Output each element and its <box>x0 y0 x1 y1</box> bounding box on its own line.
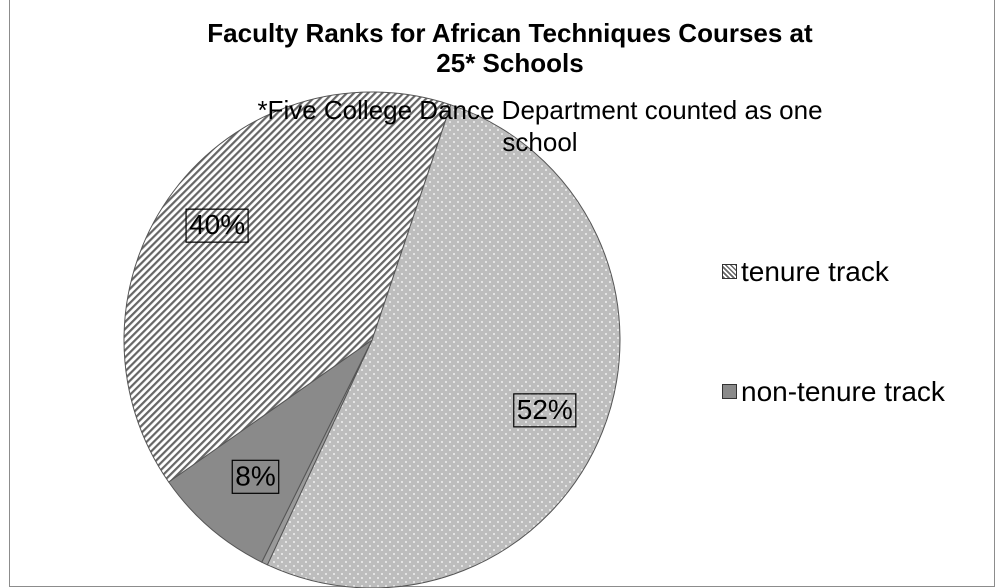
pie-slice-3 <box>167 339 373 563</box>
chart-title: Faculty Ranks for African Techniques Cou… <box>40 18 980 78</box>
legend-swatch-non-tenure-track <box>722 384 737 400</box>
data-label-box-4 <box>185 208 249 243</box>
data-label-box-3 <box>231 459 280 494</box>
legend-label-non-tenure-track: non-tenure track <box>741 376 945 407</box>
legend-item-tenure-track: tenure track <box>722 256 889 288</box>
chart-subtitle-line-1: *Five College Dance Department counted a… <box>257 95 823 125</box>
data-label-box-1 <box>513 393 577 428</box>
pie-slice-4 <box>123 91 452 483</box>
data-label-1: 52% <box>517 394 573 425</box>
chart-frame <box>9 0 995 587</box>
legend-item-non-tenure-track: non-tenure track <box>722 376 945 408</box>
chart-title-line-2: 25* Schools <box>436 48 584 78</box>
legend-swatch-tenure-track <box>722 264 737 280</box>
chart-subtitle-line-2: school <box>502 127 578 157</box>
data-label-3: 8% <box>235 460 275 491</box>
data-label-4: 40% <box>189 209 245 240</box>
chart-title-line-1: Faculty Ranks for African Techniques Cou… <box>207 18 813 48</box>
legend-label-tenure-track: tenure track <box>741 256 889 287</box>
chart-subtitle: *Five College Dance Department counted a… <box>40 94 1003 158</box>
